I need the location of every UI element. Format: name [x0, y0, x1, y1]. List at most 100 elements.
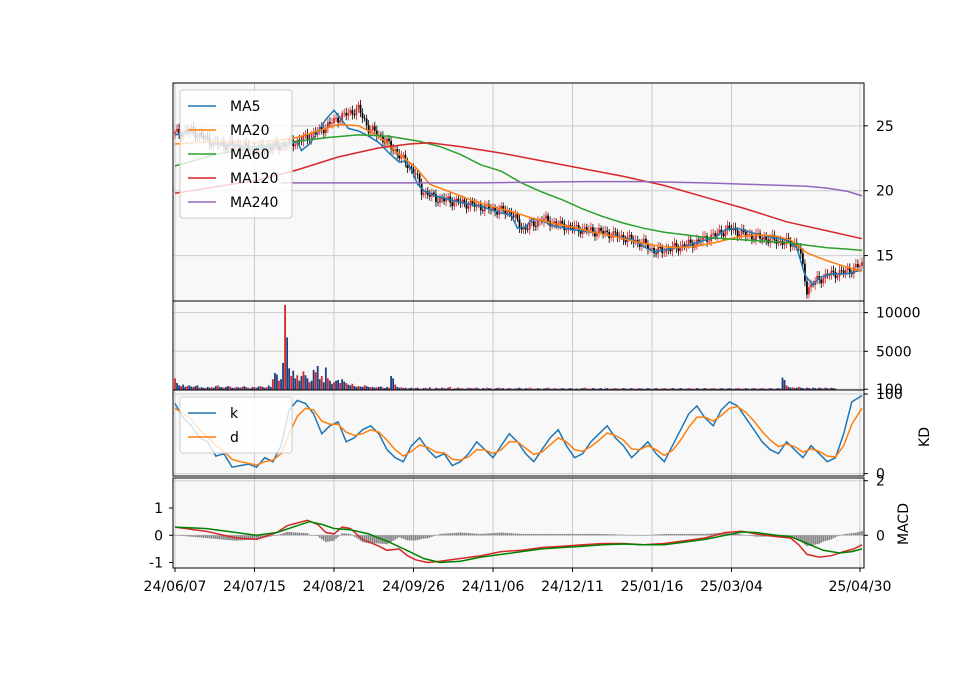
candle-body [349, 110, 352, 113]
volume-bar [490, 388, 492, 390]
volume-bar [612, 388, 615, 390]
volume-bar [394, 384, 397, 390]
volume-bar [598, 388, 600, 390]
volume-bar [176, 383, 178, 390]
volume-bar [377, 386, 380, 390]
volume-bar [294, 378, 297, 390]
macd-histogram-bar [402, 535, 405, 539]
macd-histogram-bar [812, 535, 814, 545]
macd-histogram-bar [610, 534, 613, 536]
volume-bar [775, 388, 778, 390]
macd-histogram-bar [388, 535, 390, 544]
volume-bar [486, 387, 488, 390]
volume-bar [559, 388, 562, 390]
macd-histogram-bar [798, 535, 800, 541]
volume-bar [828, 388, 831, 390]
macd-histogram-bar [174, 535, 176, 536]
volume-bar [700, 388, 702, 390]
volume-bar [606, 388, 609, 390]
candle-body [624, 239, 627, 243]
volume-bar [255, 387, 258, 390]
macd-histogram-bar [667, 533, 670, 536]
macd-histogram-bar [473, 533, 476, 536]
volume-bar [404, 387, 407, 390]
volume-bar [710, 388, 713, 390]
volume-bar [449, 386, 452, 390]
volume-bar [396, 386, 399, 390]
volume-bar [799, 387, 802, 390]
candle-body [755, 233, 757, 240]
macd-histogram-bar [653, 534, 655, 536]
volume-bar [241, 386, 244, 390]
volume-bar [174, 378, 176, 390]
macd-histogram-bar [296, 532, 299, 536]
volume-bar [200, 387, 203, 390]
candle-body [575, 224, 578, 226]
macd-histogram-bar [516, 533, 519, 536]
y-tick-label: 0 [876, 467, 885, 483]
macd-histogram-bar [795, 535, 798, 540]
volume-bar [251, 386, 254, 390]
macd-histogram-bar [724, 532, 727, 536]
volume-bar [691, 388, 694, 390]
candle-body [722, 233, 725, 237]
volume-bar [435, 387, 437, 390]
macd-histogram-bar [335, 535, 337, 539]
volume-bar [596, 388, 598, 390]
kd-axis-label: KD [917, 427, 933, 447]
candle-body [616, 232, 619, 238]
macd-histogram-bar [757, 535, 759, 537]
y-tick-label: 5000 [876, 344, 912, 360]
candle-body [718, 229, 721, 233]
volume-bar [384, 388, 386, 390]
volume-bar [329, 380, 331, 390]
volume-bar [424, 387, 427, 390]
legend-label: MA60 [230, 147, 269, 163]
y-tick-label: 20 [876, 184, 894, 200]
volume-bar [247, 387, 250, 390]
macd-histogram-bar [520, 533, 523, 536]
volume-bar [573, 388, 576, 390]
candle-body [390, 140, 392, 149]
macd-histogram-bar [323, 535, 325, 541]
macd-histogram-bar [398, 535, 401, 538]
volume-bar [789, 387, 792, 390]
macd-histogram-bar [482, 533, 484, 536]
candle-body [439, 197, 441, 203]
volume-bar [308, 382, 311, 390]
candle-body [657, 247, 660, 254]
candle-body [335, 117, 337, 119]
candle-body [545, 215, 547, 219]
macd-histogram-bar [612, 534, 615, 536]
volume-bar [706, 388, 708, 390]
macd-histogram-bar [816, 535, 818, 545]
candle-body [604, 230, 607, 234]
candle-body [384, 142, 386, 144]
legend-box [179, 396, 293, 454]
candle-body [388, 138, 390, 141]
volume-bar [284, 304, 286, 390]
macd-histogram-bar [563, 533, 566, 536]
volume-bar [545, 388, 547, 390]
macd-histogram-bar [726, 532, 729, 536]
candle-body [738, 234, 741, 237]
volume-bar [388, 387, 390, 390]
volume-bar [773, 388, 776, 390]
volume-bar [498, 387, 501, 390]
macd-histogram-bar [600, 533, 602, 536]
candle-body [361, 113, 364, 118]
candle-body [526, 229, 529, 231]
volume-bar [227, 386, 229, 390]
macd-histogram-bar [447, 533, 449, 536]
macd-histogram-bar [392, 535, 394, 541]
candle-body [761, 238, 764, 240]
macd-histogram-bar [439, 533, 441, 536]
macd-histogram-bar [225, 535, 227, 540]
volume-bar [335, 380, 337, 390]
volume-bar [379, 386, 382, 390]
macd-histogram-bar [747, 535, 749, 536]
candle-body [414, 173, 417, 175]
volume-bar [218, 386, 221, 390]
volume-bar [806, 387, 808, 390]
